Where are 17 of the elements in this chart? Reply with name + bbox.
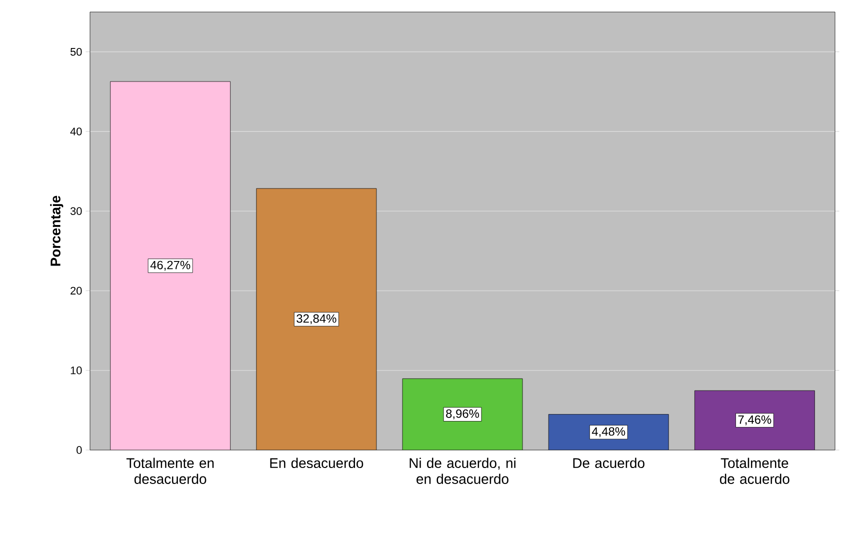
y-tick-label: 20 xyxy=(70,286,82,295)
y-tick-label: 40 xyxy=(70,128,82,136)
y-axis-title: Porcentaje xyxy=(50,196,64,266)
x-tick-label: Totalmente en desacuerdo xyxy=(126,458,214,484)
x-tick-label: En desacuerdo xyxy=(270,458,364,468)
x-tick-label: Ni de acuerdo, ni en desacuerdo xyxy=(410,458,516,484)
data-label: 4,48% xyxy=(592,427,626,438)
data-label: 8,96% xyxy=(446,409,480,420)
data-label: 32,84% xyxy=(296,314,336,324)
x-tick-label: Totalmente de acuerdo xyxy=(720,458,790,484)
data-label: 46,27% xyxy=(150,260,190,271)
data-label: 7,46% xyxy=(738,415,772,426)
y-tick-label: 30 xyxy=(70,207,82,215)
y-tick-label: 0 xyxy=(76,446,82,454)
x-tick-label: De acuerdo xyxy=(573,458,644,468)
y-tick-label: 10 xyxy=(70,366,82,374)
y-tick-label: 50 xyxy=(70,48,82,56)
